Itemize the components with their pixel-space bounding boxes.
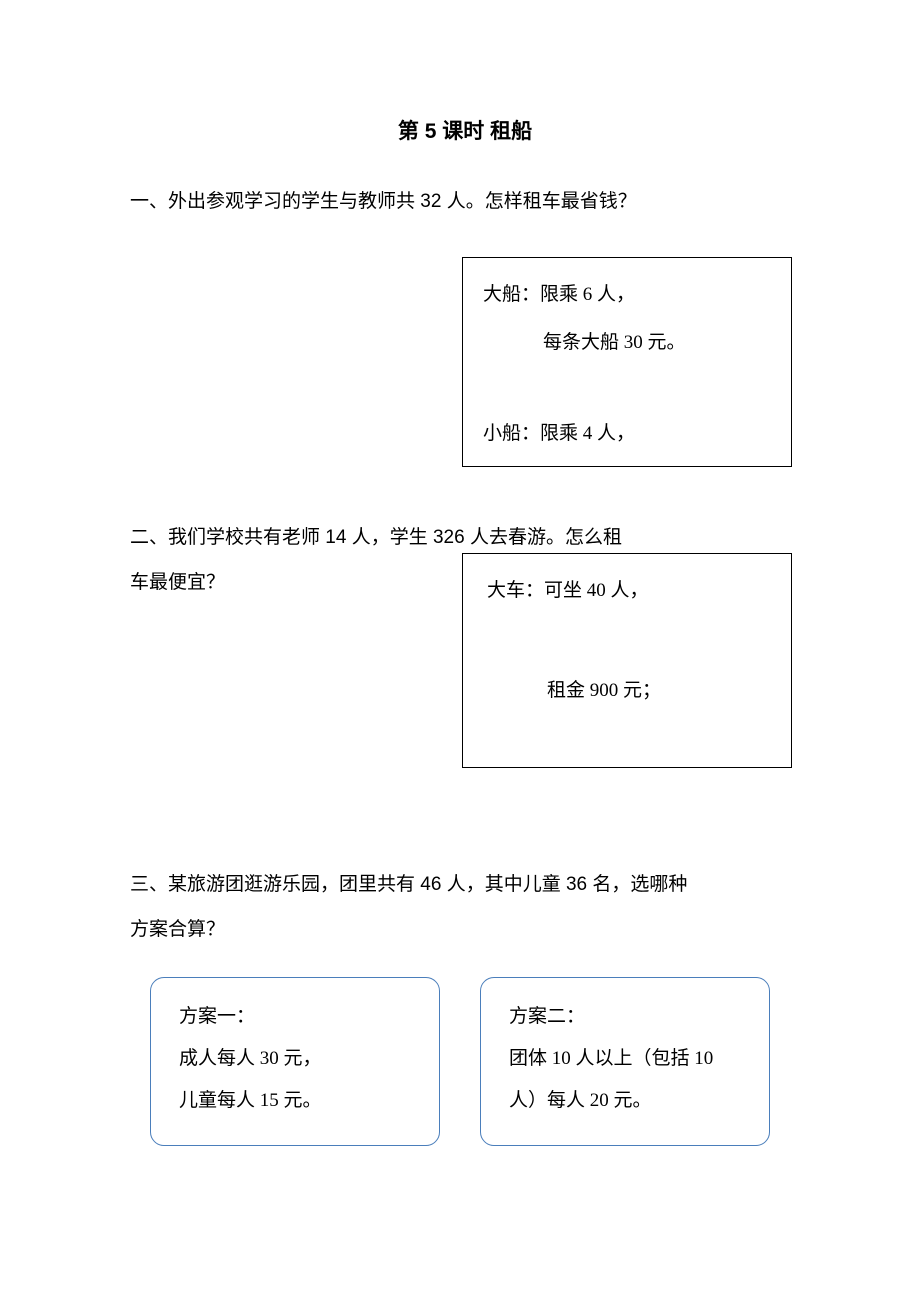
q1-box-line1: 大船：限乘 6 人， — [483, 280, 771, 310]
plan-1-line1: 成人每人 30 元， — [179, 1038, 415, 1080]
q1-box-line3: 小船：限乘 4 人， — [483, 419, 771, 449]
question-2-info-box: 大车：可坐 40 人， 租金 900 元； — [462, 553, 792, 768]
question-3-prompt-line2: 方案合算？ — [130, 907, 800, 953]
question-3-prompt-line1: 三、某旅游团逛游乐园，团里共有 46 人，其中儿童 36 名，选哪种 — [130, 862, 800, 908]
plan-2-line2: 人）每人 20 元。 — [509, 1080, 745, 1122]
question-1-prompt: 一、外出参观学习的学生与教师共 32 人。怎样租车最省钱？ — [130, 179, 800, 225]
plan-1-title: 方案一： — [179, 996, 415, 1038]
plan-2-line1: 团体 10 人以上（包括 10 — [509, 1038, 745, 1080]
question-1-info-box: 大船：限乘 6 人， 每条大船 30 元。 小船：限乘 4 人， — [462, 257, 792, 467]
plan-row: 方案一： 成人每人 30 元， 儿童每人 15 元。 方案二： 团体 10 人以… — [130, 977, 800, 1146]
plan-1-line2: 儿童每人 15 元。 — [179, 1080, 415, 1122]
plan-1-box: 方案一： 成人每人 30 元， 儿童每人 15 元。 — [150, 977, 440, 1146]
question-3: 三、某旅游团逛游乐园，团里共有 46 人，其中儿童 36 名，选哪种 方案合算？… — [130, 862, 800, 1147]
q1-box-line2: 每条大船 30 元。 — [483, 328, 771, 358]
worksheet-page: 第 5 课时 租船 一、外出参观学习的学生与教师共 32 人。怎样租车最省钱？ … — [0, 0, 920, 1226]
q2-box-line1: 大车：可坐 40 人， — [487, 576, 767, 606]
q2-box-line2: 租金 900 元； — [487, 676, 767, 706]
page-title: 第 5 课时 租船 — [130, 115, 800, 145]
plan-2-box: 方案二： 团体 10 人以上（包括 10 人）每人 20 元。 — [480, 977, 770, 1146]
plan-2-title: 方案二： — [509, 996, 745, 1038]
